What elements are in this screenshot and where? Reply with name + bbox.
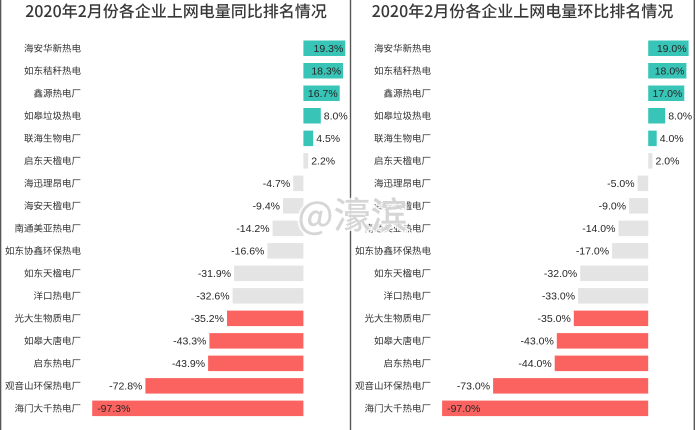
svg-text:-14.0%: -14.0% (582, 223, 615, 235)
svg-text:-72.8%: -72.8% (109, 381, 142, 393)
svg-text:-44.0%: -44.0% (518, 358, 551, 370)
svg-text:-43.9%: -43.9% (172, 358, 205, 370)
svg-text:-14.2%: -14.2% (236, 223, 269, 235)
svg-text:4.5%: 4.5% (316, 133, 340, 145)
svg-text:-97.3%: -97.3% (97, 403, 130, 415)
svg-text:2.0%: 2.0% (656, 156, 680, 168)
svg-text:18.3%: 18.3% (311, 66, 341, 78)
svg-text:-5.0%: -5.0% (607, 178, 634, 190)
svg-text:4.0%: 4.0% (660, 133, 684, 145)
svg-text:-17.0%: -17.0% (576, 246, 609, 258)
svg-text:-4.7%: -4.7% (263, 178, 290, 190)
svg-text:-43.3%: -43.3% (173, 336, 206, 348)
svg-text:8.0%: 8.0% (668, 111, 692, 123)
svg-text:-16.6%: -16.6% (231, 246, 264, 258)
svg-text:17.0%: 17.0% (653, 88, 683, 100)
svg-text:-33.0%: -33.0% (542, 291, 575, 303)
svg-text:-32.6%: -32.6% (196, 291, 229, 303)
svg-text:-31.9%: -31.9% (198, 268, 231, 280)
svg-text:-97.0%: -97.0% (447, 403, 480, 415)
svg-text:18.0%: 18.0% (655, 66, 685, 78)
svg-text:-35.2%: -35.2% (191, 313, 224, 325)
svg-text:2.2%: 2.2% (311, 156, 335, 168)
svg-text:-43.0%: -43.0% (521, 336, 554, 348)
svg-text:-9.4%: -9.4% (253, 201, 280, 213)
svg-text:19.3%: 19.3% (314, 43, 344, 55)
svg-text:-32.0%: -32.0% (544, 268, 577, 280)
svg-text:-35.0%: -35.0% (538, 313, 571, 325)
svg-text:19.0%: 19.0% (657, 43, 687, 55)
svg-text:16.7%: 16.7% (308, 88, 338, 100)
svg-text:8.0%: 8.0% (324, 111, 348, 123)
svg-text:-9.0%: -9.0% (599, 201, 626, 213)
svg-text:-73.0%: -73.0% (457, 381, 490, 393)
